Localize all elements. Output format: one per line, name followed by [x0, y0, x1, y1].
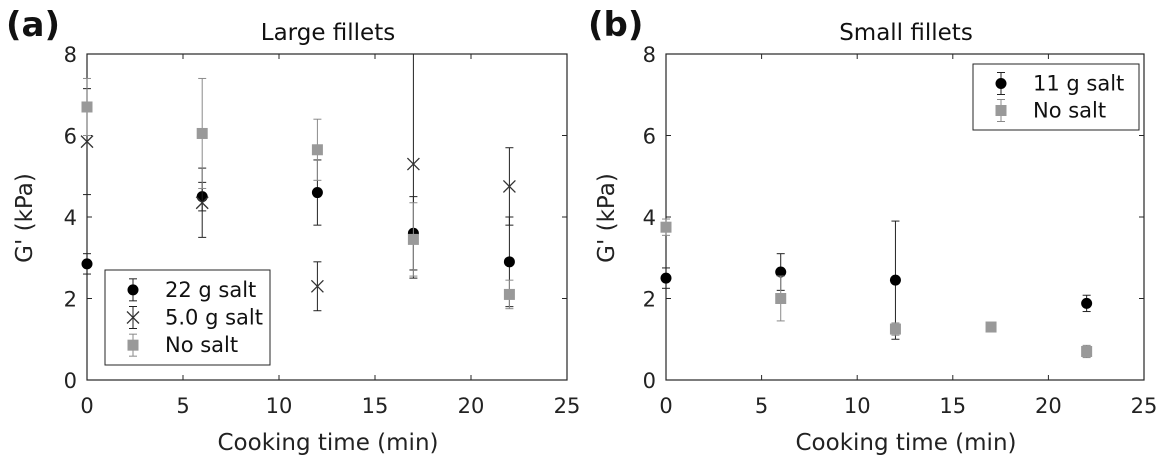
data-point — [660, 272, 672, 284]
panel-b-y-tick-label: 0 — [643, 369, 656, 393]
data-point — [311, 187, 323, 199]
data-point — [985, 321, 997, 333]
panel-a-y-tick-label: 0 — [64, 369, 77, 393]
panel-a-series-no-salt — [81, 77, 515, 310]
panel-a-x-tick-label: 15 — [362, 394, 389, 418]
panel-a-y-tick-label: 6 — [64, 125, 77, 149]
panel-b-title: Small fillets — [839, 20, 973, 46]
data-point — [503, 256, 515, 268]
panel-b-label: (b) — [588, 5, 643, 45]
panel-b-series-11-g-salt — [660, 220, 1093, 340]
data-point — [80, 135, 94, 149]
legend-label: 11 g salt — [1033, 72, 1124, 96]
data-point — [310, 279, 324, 293]
data-point — [1081, 345, 1093, 357]
legend-marker — [995, 105, 1007, 116]
data-point — [196, 127, 208, 139]
panel-b-x-tick-label: 5 — [755, 394, 768, 418]
data-point — [889, 323, 901, 335]
legend-marker — [127, 339, 139, 351]
legend-marker — [126, 311, 140, 324]
data-point — [311, 144, 323, 156]
panel-a-y-axis-label: G' (kPa) — [12, 173, 38, 263]
panel-a-y-tick-label: 2 — [64, 288, 77, 312]
panel-b-y-tick-label: 4 — [643, 206, 656, 230]
data-point — [775, 293, 787, 304]
data-point — [407, 233, 419, 245]
legend-label: No salt — [165, 333, 238, 357]
data-point — [406, 157, 420, 171]
panel-a-x-tick-label: 0 — [80, 394, 93, 418]
data-point — [503, 288, 515, 300]
data-point — [1081, 297, 1093, 309]
panel-a-title: Large fillets — [261, 20, 395, 46]
legend-marker — [995, 78, 1007, 89]
panel-a-y-tick-label: 8 — [64, 43, 77, 67]
data-point — [81, 258, 93, 270]
panel-b: (b) Small fillets Cooking time (min) G' … — [588, 5, 1157, 456]
panel-b-y-tick-label: 6 — [643, 125, 656, 149]
panel-a: (a) Large fillets Cooking time (min) G' … — [6, 5, 580, 456]
panel-b-x-tick-label: 0 — [659, 394, 672, 418]
panel-b-y-tick-label: 8 — [643, 43, 656, 67]
legend-label: No salt — [1033, 99, 1106, 123]
panel-b-legend: 11 g salt No salt — [972, 63, 1140, 131]
data-point — [195, 196, 209, 210]
panel-b-y-axis-label: G' (kPa) — [594, 173, 620, 263]
panel-a-x-tick-label: 10 — [266, 394, 293, 418]
panel-a-y-tick-label: 4 — [64, 206, 77, 230]
legend-label: 22 g salt — [165, 278, 256, 302]
panel-a-legend: 22 g salt 5.0 g salt No salt — [104, 269, 271, 366]
data-point — [775, 266, 787, 278]
panel-b-x-tick-label: 10 — [844, 394, 871, 418]
legend-label: 5.0 g salt — [165, 306, 263, 330]
legend-marker — [127, 284, 139, 296]
panel-b-x-axis-label: Cooking time (min) — [796, 430, 1017, 456]
data-point — [81, 101, 93, 113]
panel-b-x-tick-label: 15 — [939, 394, 966, 418]
panel-b-x-tick-label: 20 — [1035, 394, 1062, 418]
data-point — [502, 179, 516, 193]
panel-a-x-axis-label: Cooking time (min) — [218, 430, 439, 456]
panel-a-label: (a) — [6, 5, 60, 45]
panel-b-y-tick-label: 2 — [643, 288, 656, 312]
data-point — [889, 274, 901, 286]
panel-a-x-tick-label: 20 — [458, 394, 485, 418]
panel-b-x-tick-label: 25 — [1131, 394, 1158, 418]
data-point — [660, 221, 672, 233]
panel-a-x-tick-label: 5 — [176, 394, 189, 418]
panel-a-x-tick-label: 25 — [554, 394, 581, 418]
panel-b-series-no-salt — [660, 218, 1093, 359]
